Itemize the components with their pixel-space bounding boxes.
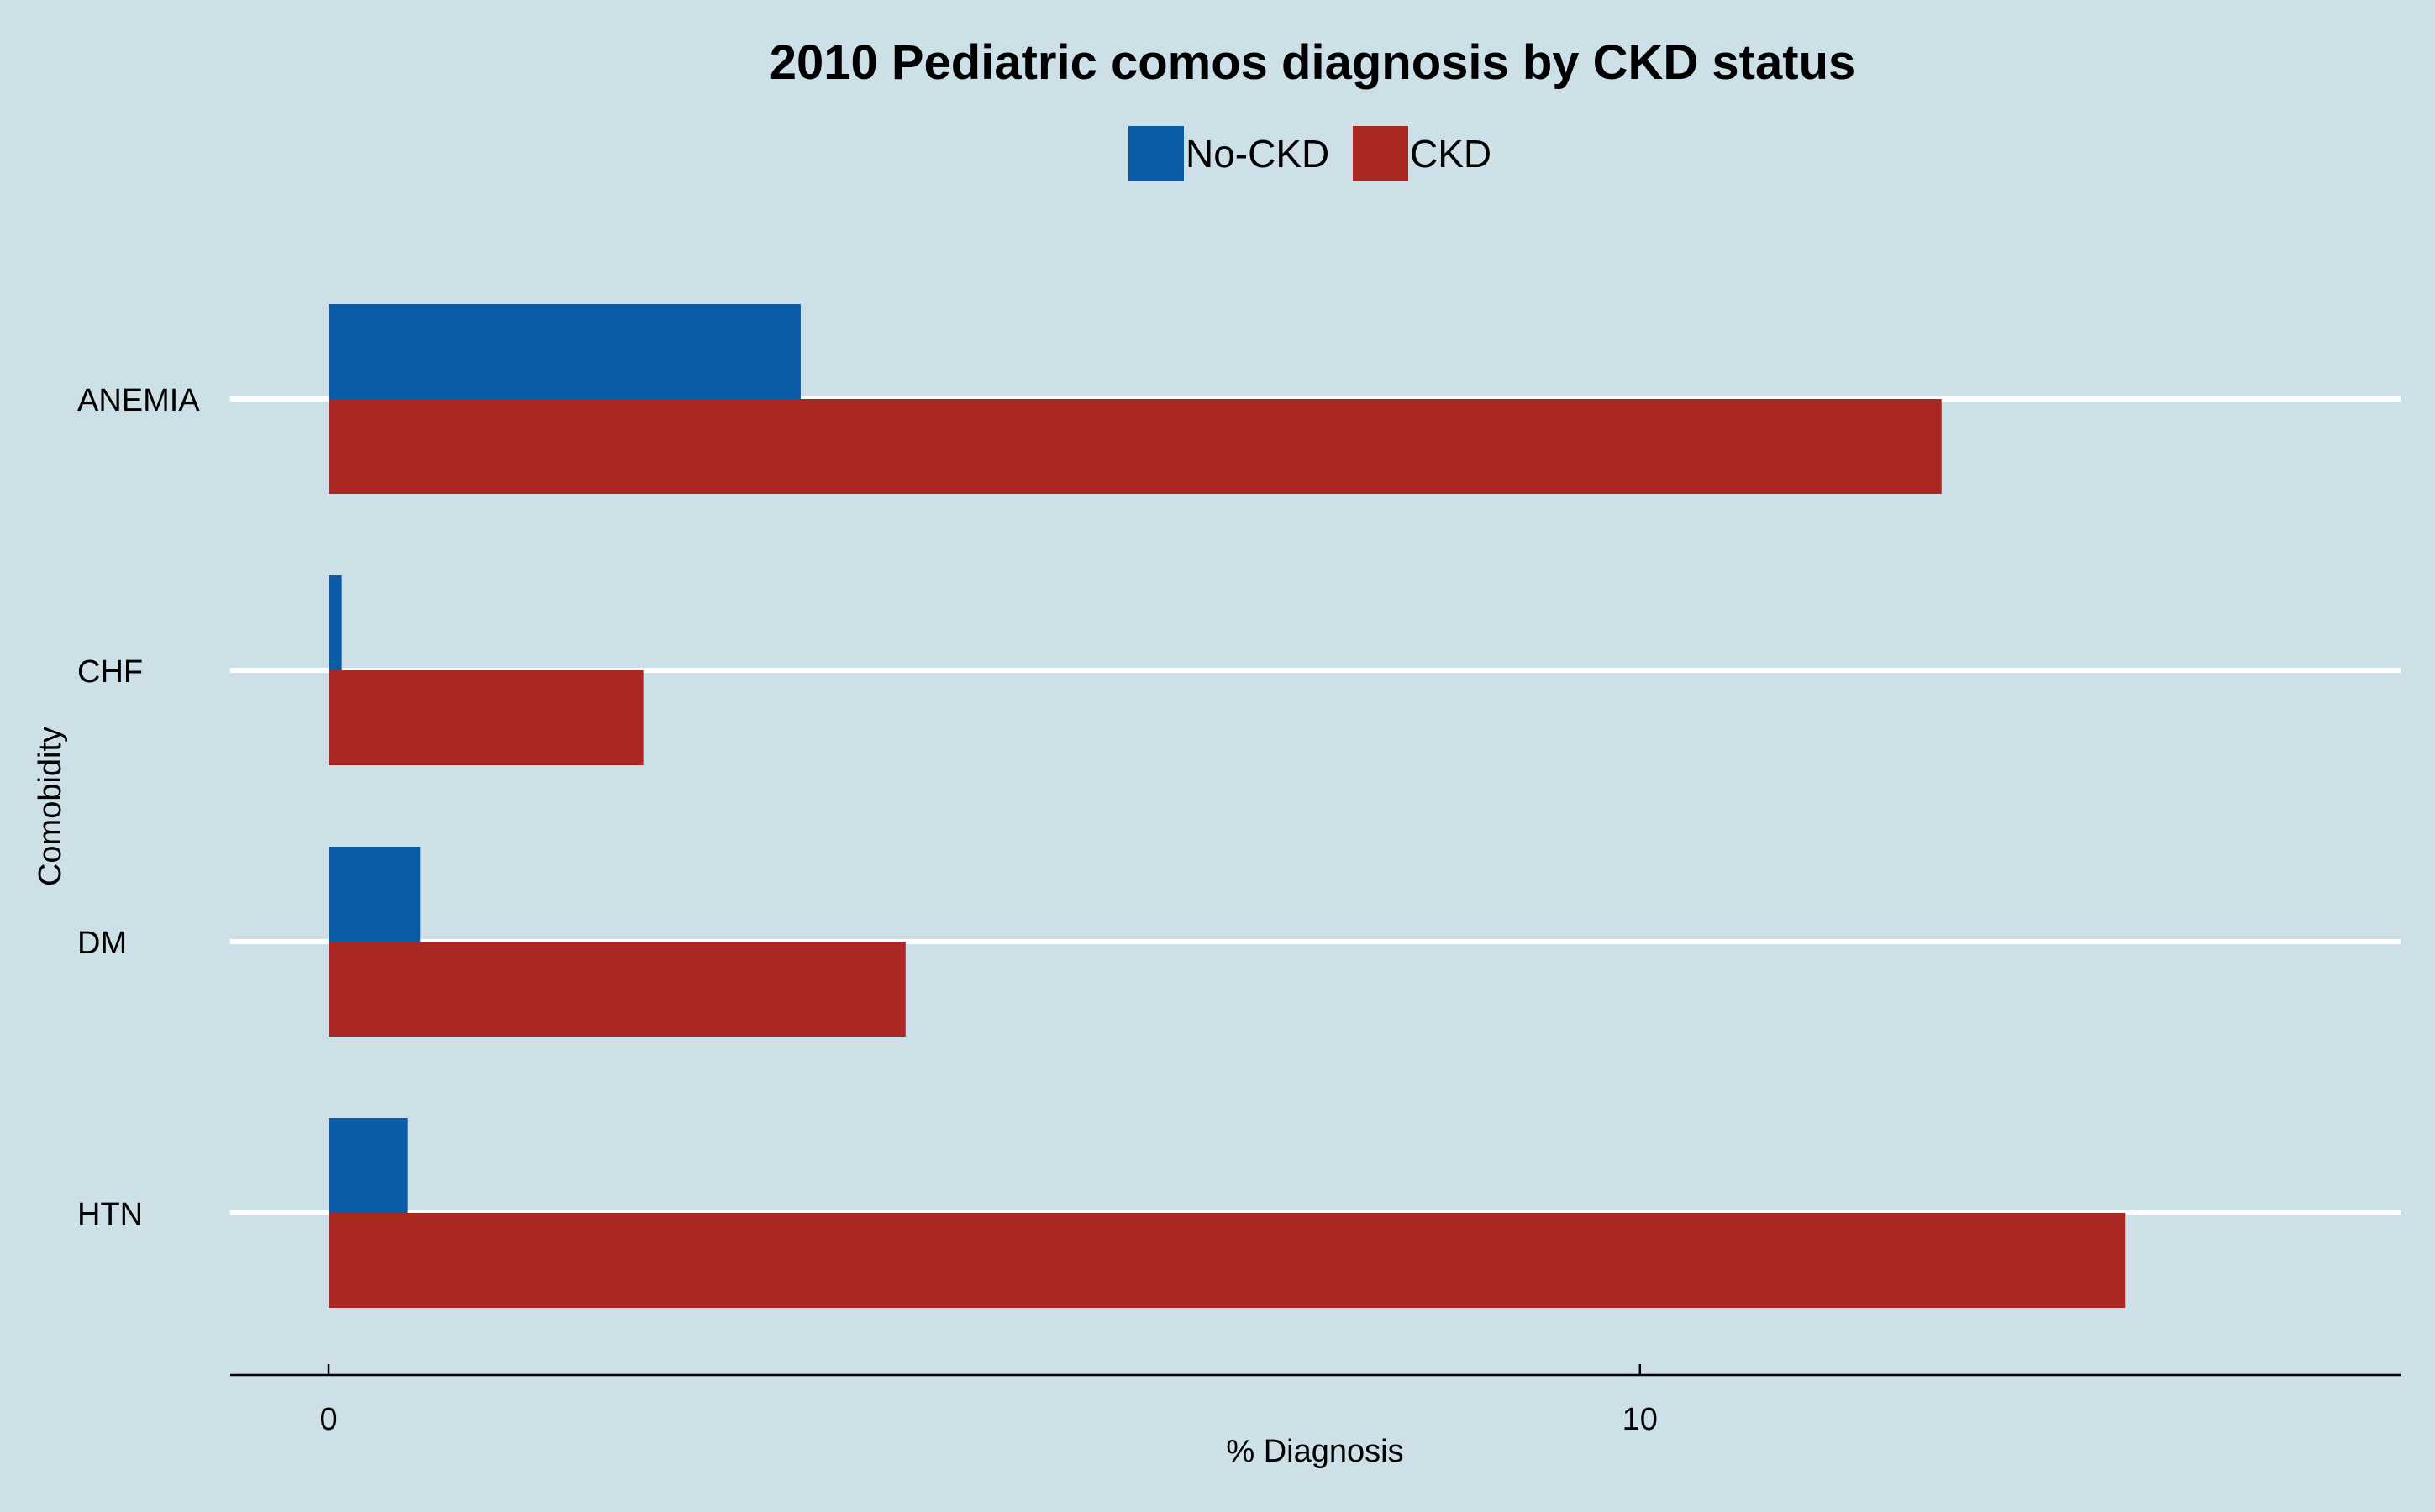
category-labels: ANEMIA CHF DM HTN — [77, 383, 200, 1232]
legend-swatch-no-ckd — [1128, 126, 1184, 181]
bar-no-ckd-htn — [329, 1118, 408, 1213]
category-label-htn: HTN — [77, 1197, 143, 1232]
category-label-chf: CHF — [77, 654, 143, 690]
x-axis-title: % Diagnosis — [1226, 1434, 1403, 1469]
category-label-anemia: ANEMIA — [77, 383, 200, 418]
bar-ckd-htn — [329, 1213, 2126, 1308]
bar-no-ckd-chf — [329, 575, 342, 670]
legend-label-no-ckd: No-CKD — [1186, 132, 1329, 176]
x-axis-ticks: 0 10 — [319, 1364, 1658, 1437]
legend-label-ckd: CKD — [1410, 132, 1491, 176]
bar-ckd-dm — [329, 942, 906, 1037]
gridlines — [230, 396, 2401, 1215]
category-label-dm: DM — [77, 926, 127, 961]
bar-ckd-chf — [329, 670, 644, 765]
bar-ckd-anemia — [329, 399, 1942, 494]
legend-swatch-ckd — [1353, 126, 1408, 181]
bars — [329, 304, 2126, 1308]
x-tick-label-10: 10 — [1622, 1402, 1658, 1437]
chart-title: 2010 Pediatric comos diagnosis by CKD st… — [770, 35, 1856, 90]
x-tick-label-0: 0 — [319, 1402, 337, 1437]
legend: No-CKD CKD — [1128, 126, 1491, 181]
bar-no-ckd-anemia — [329, 304, 801, 399]
bar-no-ckd-dm — [329, 847, 421, 942]
y-axis-title: Comobidity — [33, 727, 68, 886]
